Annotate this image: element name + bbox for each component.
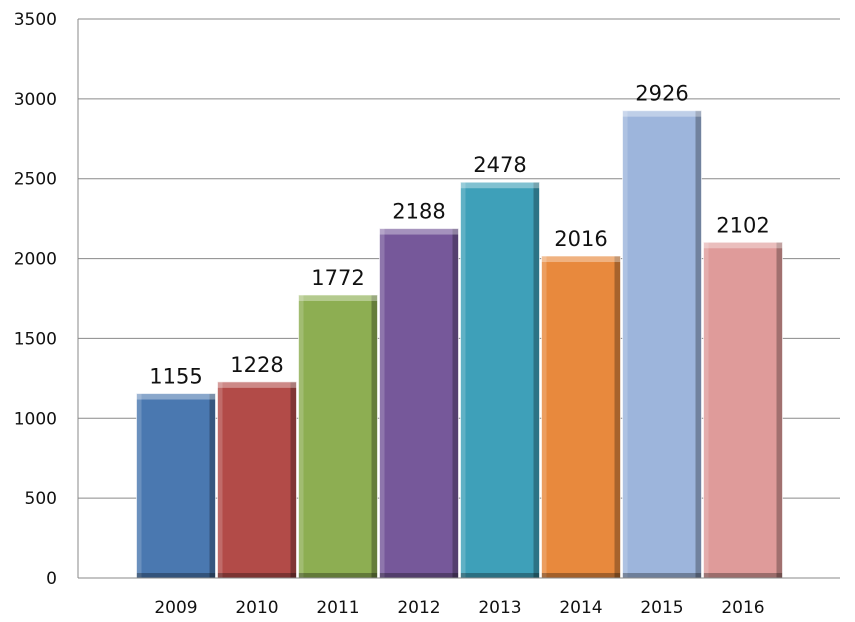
x-tick-label: 2012 xyxy=(397,598,440,618)
y-tick-label: 1000 xyxy=(14,409,57,429)
data-label: 1772 xyxy=(311,266,364,290)
bar xyxy=(622,110,702,579)
bar xyxy=(136,393,216,578)
y-tick-label: 2500 xyxy=(14,170,57,190)
y-tick-label: 2000 xyxy=(14,250,57,270)
bar xyxy=(703,242,783,578)
bar-2012 xyxy=(379,228,459,579)
bar xyxy=(541,256,621,578)
data-label: 1228 xyxy=(230,353,283,377)
data-label: 2188 xyxy=(392,200,445,224)
data-label: 2016 xyxy=(554,227,607,251)
bar-2013 xyxy=(460,181,540,579)
bar xyxy=(217,381,297,578)
y-axis: 0 500 1000 1500 2000 2500 3000 3500 xyxy=(14,10,79,589)
data-label: 2478 xyxy=(473,153,526,177)
bar xyxy=(379,228,459,578)
data-label: 2926 xyxy=(635,82,688,106)
x-tick-label: 2011 xyxy=(316,598,359,618)
bar xyxy=(298,294,378,578)
x-tick-label: 2013 xyxy=(478,598,521,618)
x-tick-label: 2016 xyxy=(721,598,764,618)
data-labels: 1155 1228 1772 2188 2478 2016 2926 2102 xyxy=(149,82,769,389)
y-tick-label: 3500 xyxy=(14,10,57,30)
bar xyxy=(460,182,540,578)
bars xyxy=(136,110,783,579)
x-tick-label: 2014 xyxy=(559,598,602,618)
y-tick-label: 0 xyxy=(46,569,57,589)
y-tick-label: 1500 xyxy=(14,329,57,349)
bar-2010 xyxy=(217,381,297,579)
bar-2016 xyxy=(703,241,783,579)
x-axis: 2009 2010 2011 2012 2013 2014 2015 2016 xyxy=(78,577,840,618)
bar-2009 xyxy=(136,393,216,579)
bar-2015 xyxy=(622,110,702,579)
y-tick-label: 500 xyxy=(25,489,57,509)
bar-2014 xyxy=(541,255,621,579)
x-tick-label: 2009 xyxy=(154,598,197,618)
y-tick-label: 3000 xyxy=(14,90,57,110)
data-label: 2102 xyxy=(716,213,769,237)
x-tick-label: 2010 xyxy=(235,598,278,618)
data-label: 1155 xyxy=(149,365,202,389)
bar-2011 xyxy=(298,294,378,579)
x-tick-label: 2015 xyxy=(640,598,683,618)
